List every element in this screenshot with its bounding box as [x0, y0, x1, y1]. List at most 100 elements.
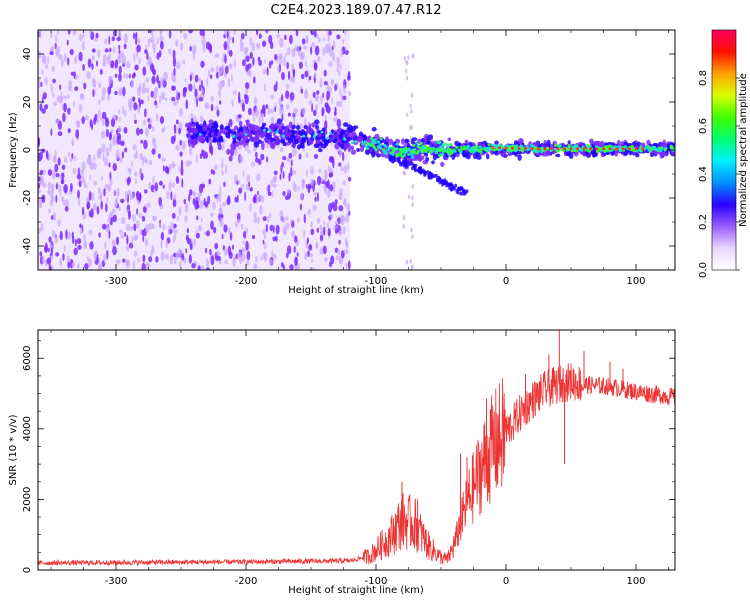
noise-speckle [245, 55, 250, 62]
noise-speckle [51, 230, 56, 239]
noise-speckle [221, 79, 225, 87]
noise-speckle [116, 135, 122, 145]
noise-speckle [104, 183, 109, 190]
noise-speckle [53, 101, 57, 107]
noise-speckle [81, 206, 85, 216]
noise-speckle [286, 245, 292, 255]
ridge-blob [276, 118, 282, 125]
noise-speckle [179, 139, 182, 146]
noise-speckle [310, 221, 313, 228]
noise-speckle [221, 170, 224, 176]
noise-speckle [304, 70, 309, 78]
ridge-blob [187, 127, 192, 133]
noise-speckle [168, 181, 172, 192]
noise-speckle [98, 265, 101, 270]
noise-speckle [54, 163, 59, 173]
noise-speckle [277, 65, 280, 72]
y-tick-label: 2000 [22, 487, 33, 512]
noise-speckle [50, 198, 54, 207]
noise-speckle [270, 60, 274, 65]
noise-speckle [323, 81, 328, 86]
noise-speckle [338, 100, 343, 108]
ridge-mid-blob [407, 148, 411, 152]
colorbar-tick-label: 0.4 [698, 166, 709, 182]
noise-speckle [91, 122, 93, 131]
ridge-mid-blob [371, 144, 375, 148]
ridge-mid-blob [391, 146, 395, 150]
noise-speckle [308, 76, 312, 81]
ridge-mid-blob [571, 145, 575, 149]
ridge-blob [195, 121, 199, 127]
noise-speckle [105, 202, 108, 213]
ridge-blob [317, 132, 322, 138]
ridge-mid-blob [374, 148, 378, 152]
noise-speckle [103, 253, 106, 263]
noise-speckle [97, 49, 101, 58]
trailing-branch-blob [389, 156, 393, 160]
noise-speckle [333, 117, 337, 123]
noise-speckle [55, 194, 58, 203]
noise-speckle [311, 258, 313, 264]
ridge-blob [600, 140, 605, 145]
noise-speckle [141, 215, 146, 222]
noise-speckle [282, 264, 285, 270]
noise-speckle [185, 248, 188, 254]
noise-speckle [224, 247, 228, 257]
noise-speckle [106, 93, 111, 101]
noise-speckle [132, 214, 136, 222]
ridge-blob [546, 149, 551, 156]
noise-speckle [165, 254, 170, 260]
noise-speckle [135, 36, 138, 46]
spectrogram-x-label: Height of straight line (km) [288, 285, 424, 296]
noise-speckle [412, 54, 415, 59]
noise-speckle [208, 178, 212, 185]
ridge-blob [425, 156, 430, 162]
noise-speckle [275, 224, 280, 235]
noise-speckle [139, 167, 142, 177]
y-tick-label: 20 [22, 96, 33, 109]
noise-speckle [410, 265, 413, 270]
noise-speckle [141, 156, 144, 166]
ridge-blob [288, 121, 293, 128]
noise-speckle [253, 212, 258, 217]
noise-speckle [123, 72, 126, 79]
ridge-mid-blob [478, 148, 482, 152]
noise-speckle [309, 253, 313, 258]
noise-speckle [253, 263, 258, 270]
snr-x-axis: -300 -200 -100 0 100 [50, 330, 669, 587]
noise-speckle [338, 239, 341, 245]
ridge-mid-blob [403, 151, 407, 155]
noise-speckle [114, 198, 118, 208]
noise-speckle [161, 157, 166, 162]
noise-speckle [151, 244, 154, 249]
noise-speckle [278, 53, 283, 60]
noise-speckle [67, 85, 72, 92]
noise-speckle [120, 198, 125, 204]
noise-speckle [145, 77, 149, 83]
noise-speckle [145, 87, 150, 94]
noise-speckle [272, 224, 275, 234]
noise-speckle [200, 265, 205, 270]
noise-speckle [293, 184, 298, 193]
ridge-mid-blob [386, 148, 390, 152]
ridge-peak-dot [491, 146, 495, 150]
noise-speckle [244, 94, 247, 100]
noise-speckle [146, 263, 151, 268]
ridge-blob [387, 138, 394, 145]
colorbar-tick-label: 0.8 [698, 70, 709, 86]
noise-speckle [329, 184, 334, 192]
noise-speckle [310, 166, 314, 175]
ridge-blob [253, 141, 259, 148]
noise-speckle [80, 92, 85, 101]
ridge-mid-blob [578, 147, 583, 151]
noise-speckle [155, 86, 158, 94]
noise-speckle [52, 156, 57, 163]
noise-speckle [184, 203, 189, 213]
ridge-blob [404, 138, 410, 144]
ridge-mid-dot [354, 140, 358, 144]
noise-speckle [228, 49, 233, 57]
noise-speckle [153, 188, 156, 194]
noise-speckle [247, 149, 251, 154]
noise-speckle [173, 100, 178, 107]
